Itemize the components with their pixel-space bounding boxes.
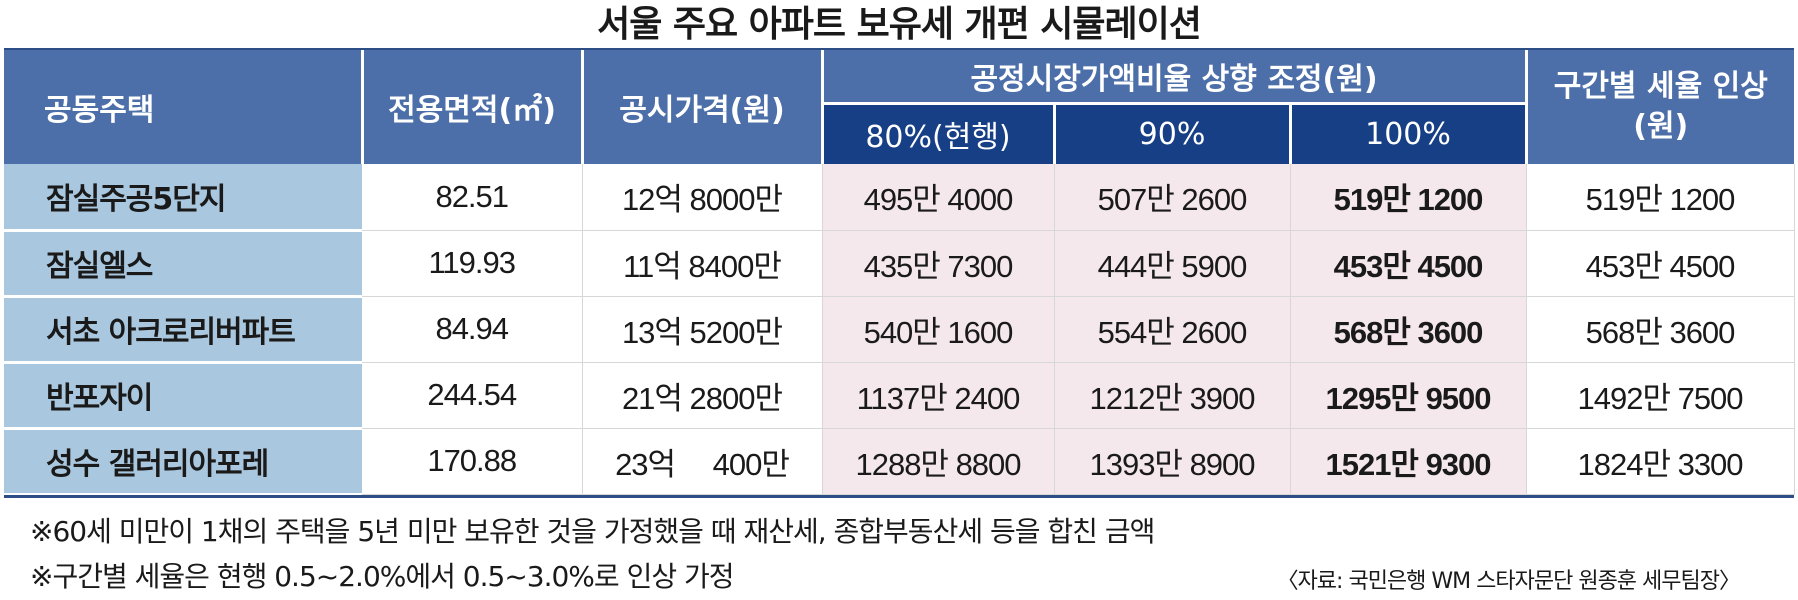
table-top-rule [4,48,1794,51]
row-ratio-100: 1295만 9500 [1290,362,1527,429]
row-ratio-100: 519만 1200 [1290,164,1527,231]
row-bracket: 1824만 3300 [1526,428,1795,495]
footnote-2: ※구간별 세율은 현행 0.5~2.0%에서 0.5~3.0%로 인상 가정 [30,560,735,593]
row-name: 서초 아크로리버파트 [4,296,362,364]
row-area: 82.51 [362,164,583,231]
table-row: 성수 갤러리아포레 170.88 23억 400만 1288만 8800 139… [4,428,1795,496]
row-ratio-100: 1521만 9300 [1290,428,1527,495]
row-bracket: 453만 4500 [1526,230,1795,297]
row-ratio-100: 568만 3600 [1290,296,1527,363]
row-price: 21억 2800만 [582,362,823,429]
row-area: 244.54 [362,362,583,429]
header-bracket: 구간별 세율 인상 (원) [1526,50,1795,164]
row-bracket: 519만 1200 [1526,164,1795,231]
header-ratio-90: 90% [1054,101,1292,164]
row-name: 잠실엘스 [4,230,362,298]
row-ratio-80: 435만 7300 [822,230,1055,297]
row-ratio-80: 1288만 8800 [822,428,1055,495]
row-ratio-90: 1393만 8900 [1054,428,1291,495]
table-row: 반포자이 244.54 21억 2800만 1137만 2400 1212만 3… [4,362,1795,430]
header-price: 공시가격(원) [582,50,824,164]
row-ratio-80: 1137만 2400 [822,362,1055,429]
row-name: 잠실주공5단지 [4,164,362,232]
row-price: 13억 5200만 [582,296,823,363]
row-price: 11억 8400만 [582,230,823,297]
header-ratio-group: 공정시장가액비율 상향 조정(원) [822,50,1528,104]
footnote-1: ※60세 미만이 1채의 주택을 5년 미만 보유한 것을 가정했을 때 재산세… [30,515,1155,548]
row-ratio-90: 1212만 3900 [1054,362,1291,429]
row-bracket: 1492만 7500 [1526,362,1795,429]
row-ratio-100: 453만 4500 [1290,230,1527,297]
row-ratio-80: 495만 4000 [822,164,1055,231]
header-ratio-80: 80%(현행) [822,101,1056,164]
table-row: 잠실엘스 119.93 11억 8400만 435만 7300 444만 590… [4,230,1795,298]
page-title: 서울 주요 아파트 보유세 개편 시뮬레이션 [597,4,1202,45]
row-ratio-80: 540만 1600 [822,296,1055,363]
table-row: 서초 아크로리버파트 84.94 13억 5200만 540만 1600 554… [4,296,1795,364]
row-bracket: 568만 3600 [1526,296,1795,363]
row-area: 170.88 [362,428,583,495]
row-name: 반포자이 [4,362,362,430]
row-ratio-90: 507만 2600 [1054,164,1291,231]
row-price: 12억 8000만 [582,164,823,231]
row-ratio-90: 444만 5900 [1054,230,1291,297]
row-area: 119.93 [362,230,583,297]
header-bracket-line2: (원) [1633,109,1689,144]
header-ratio-100: 100% [1290,101,1528,164]
header-house: 공동주택 [4,50,364,164]
header-bracket-line1: 구간별 세율 인상 [1553,69,1768,104]
table-row: 잠실주공5단지 82.51 12억 8000만 495만 4000 507만 2… [4,164,1795,232]
row-name: 성수 갤러리아포레 [4,428,362,496]
table-bottom-rule [4,495,1794,498]
row-area: 84.94 [362,296,583,363]
header-area: 전용면적(㎡) [362,50,584,164]
row-ratio-90: 554만 2600 [1054,296,1291,363]
source-credit: 〈자료: 국민은행 WM 스타자문단 원종훈 세무팀장〉 [1276,569,1741,594]
simulation-table: 공동주택 전용면적(㎡) 공시가격(원) 공정시장가액비율 상향 조정(원) 구… [4,50,1795,496]
row-price: 23억 400만 [582,428,823,495]
